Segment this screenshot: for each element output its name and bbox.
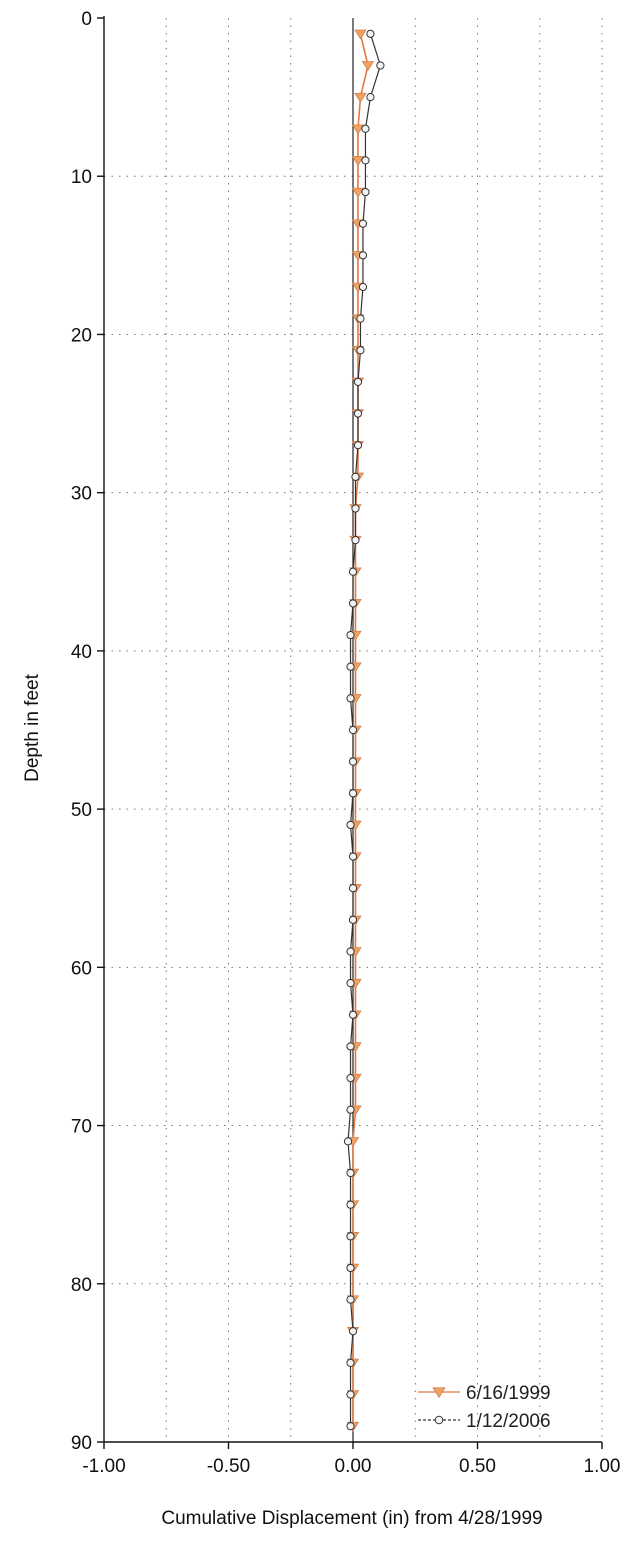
data-point [366, 93, 375, 102]
data-point [346, 1390, 355, 1399]
x-tick-label: 1.00 [584, 1456, 621, 1477]
data-point [346, 1168, 355, 1178]
data-point [346, 662, 355, 671]
data-point [346, 1358, 355, 1367]
data-point [354, 29, 367, 40]
data-point [346, 1105, 355, 1114]
y-tick-label: 0 [81, 9, 92, 30]
data-point [346, 1295, 355, 1304]
data-point [346, 1263, 355, 1273]
series-1 [343, 29, 385, 1431]
data-point [348, 915, 358, 924]
data-point [356, 314, 365, 323]
axes: 0 10 20 30 40 50 60 70 80 90-1.00 -0.50 0.00 0.50 1.0… [71, 9, 621, 1477]
data-point [348, 852, 358, 861]
data-point [348, 789, 358, 798]
y-tick-label: 10 [71, 167, 92, 188]
data-point [361, 124, 370, 133]
data-point [348, 1327, 358, 1336]
data-point [361, 156, 370, 165]
data-point [356, 346, 365, 355]
x-tick-label: 0.50 [459, 1456, 496, 1477]
y-tick-label: 60 [71, 958, 92, 979]
data-point [353, 441, 363, 450]
data-point [348, 567, 358, 576]
data-point [354, 92, 367, 103]
data-point [346, 1422, 355, 1431]
data-point [351, 472, 360, 481]
x-tick-label: 0.00 [335, 1456, 372, 1477]
data-point [346, 1232, 355, 1241]
data-point [366, 29, 375, 38]
legend-marker [434, 1415, 444, 1425]
data-point [348, 1010, 358, 1019]
y-tick-label: 30 [71, 484, 92, 505]
data-point [376, 61, 385, 70]
y-axis-title: Depth in feet [22, 673, 43, 781]
y-tick-label: 40 [71, 642, 92, 663]
series-layer [343, 29, 385, 1432]
data-point [343, 1137, 353, 1146]
data-point [353, 409, 363, 418]
data-point [346, 694, 355, 703]
legend-label: 1/12/2006 [466, 1411, 551, 1432]
data-point [348, 599, 358, 608]
data-point [346, 947, 355, 956]
y-tick-label: 50 [71, 800, 92, 821]
x-tick-label: -1.00 [82, 1456, 125, 1477]
legend-marker [432, 1387, 446, 1399]
data-point [348, 757, 358, 766]
data-point [351, 124, 365, 135]
x-tick-label: -0.50 [207, 1456, 250, 1477]
data-point [351, 504, 360, 513]
data-point [346, 1200, 355, 1209]
legend-label: 6/16/1999 [466, 1383, 551, 1404]
data-point [351, 156, 365, 167]
data-point [346, 979, 355, 988]
data-point [361, 187, 370, 197]
y-tick-label: 80 [71, 1275, 92, 1296]
data-point [346, 630, 355, 640]
data-point [346, 1042, 355, 1051]
data-point [361, 61, 375, 72]
data-point [348, 725, 358, 735]
data-point [351, 536, 360, 545]
data-point [358, 282, 368, 292]
data-point [351, 187, 365, 198]
data-point [353, 377, 363, 387]
legend: 6/16/1999 1/12/2006 [418, 1383, 551, 1432]
data-point [358, 251, 368, 260]
x-axis-title: Cumulative Displacement (in) from 4/28/1… [161, 1508, 542, 1529]
data-point [346, 1073, 355, 1083]
y-tick-label: 20 [71, 325, 92, 346]
y-tick-label: 90 [71, 1433, 92, 1454]
data-point [346, 820, 355, 830]
data-point [358, 219, 368, 228]
data-point [348, 884, 358, 893]
y-tick-label: 70 [71, 1117, 92, 1138]
